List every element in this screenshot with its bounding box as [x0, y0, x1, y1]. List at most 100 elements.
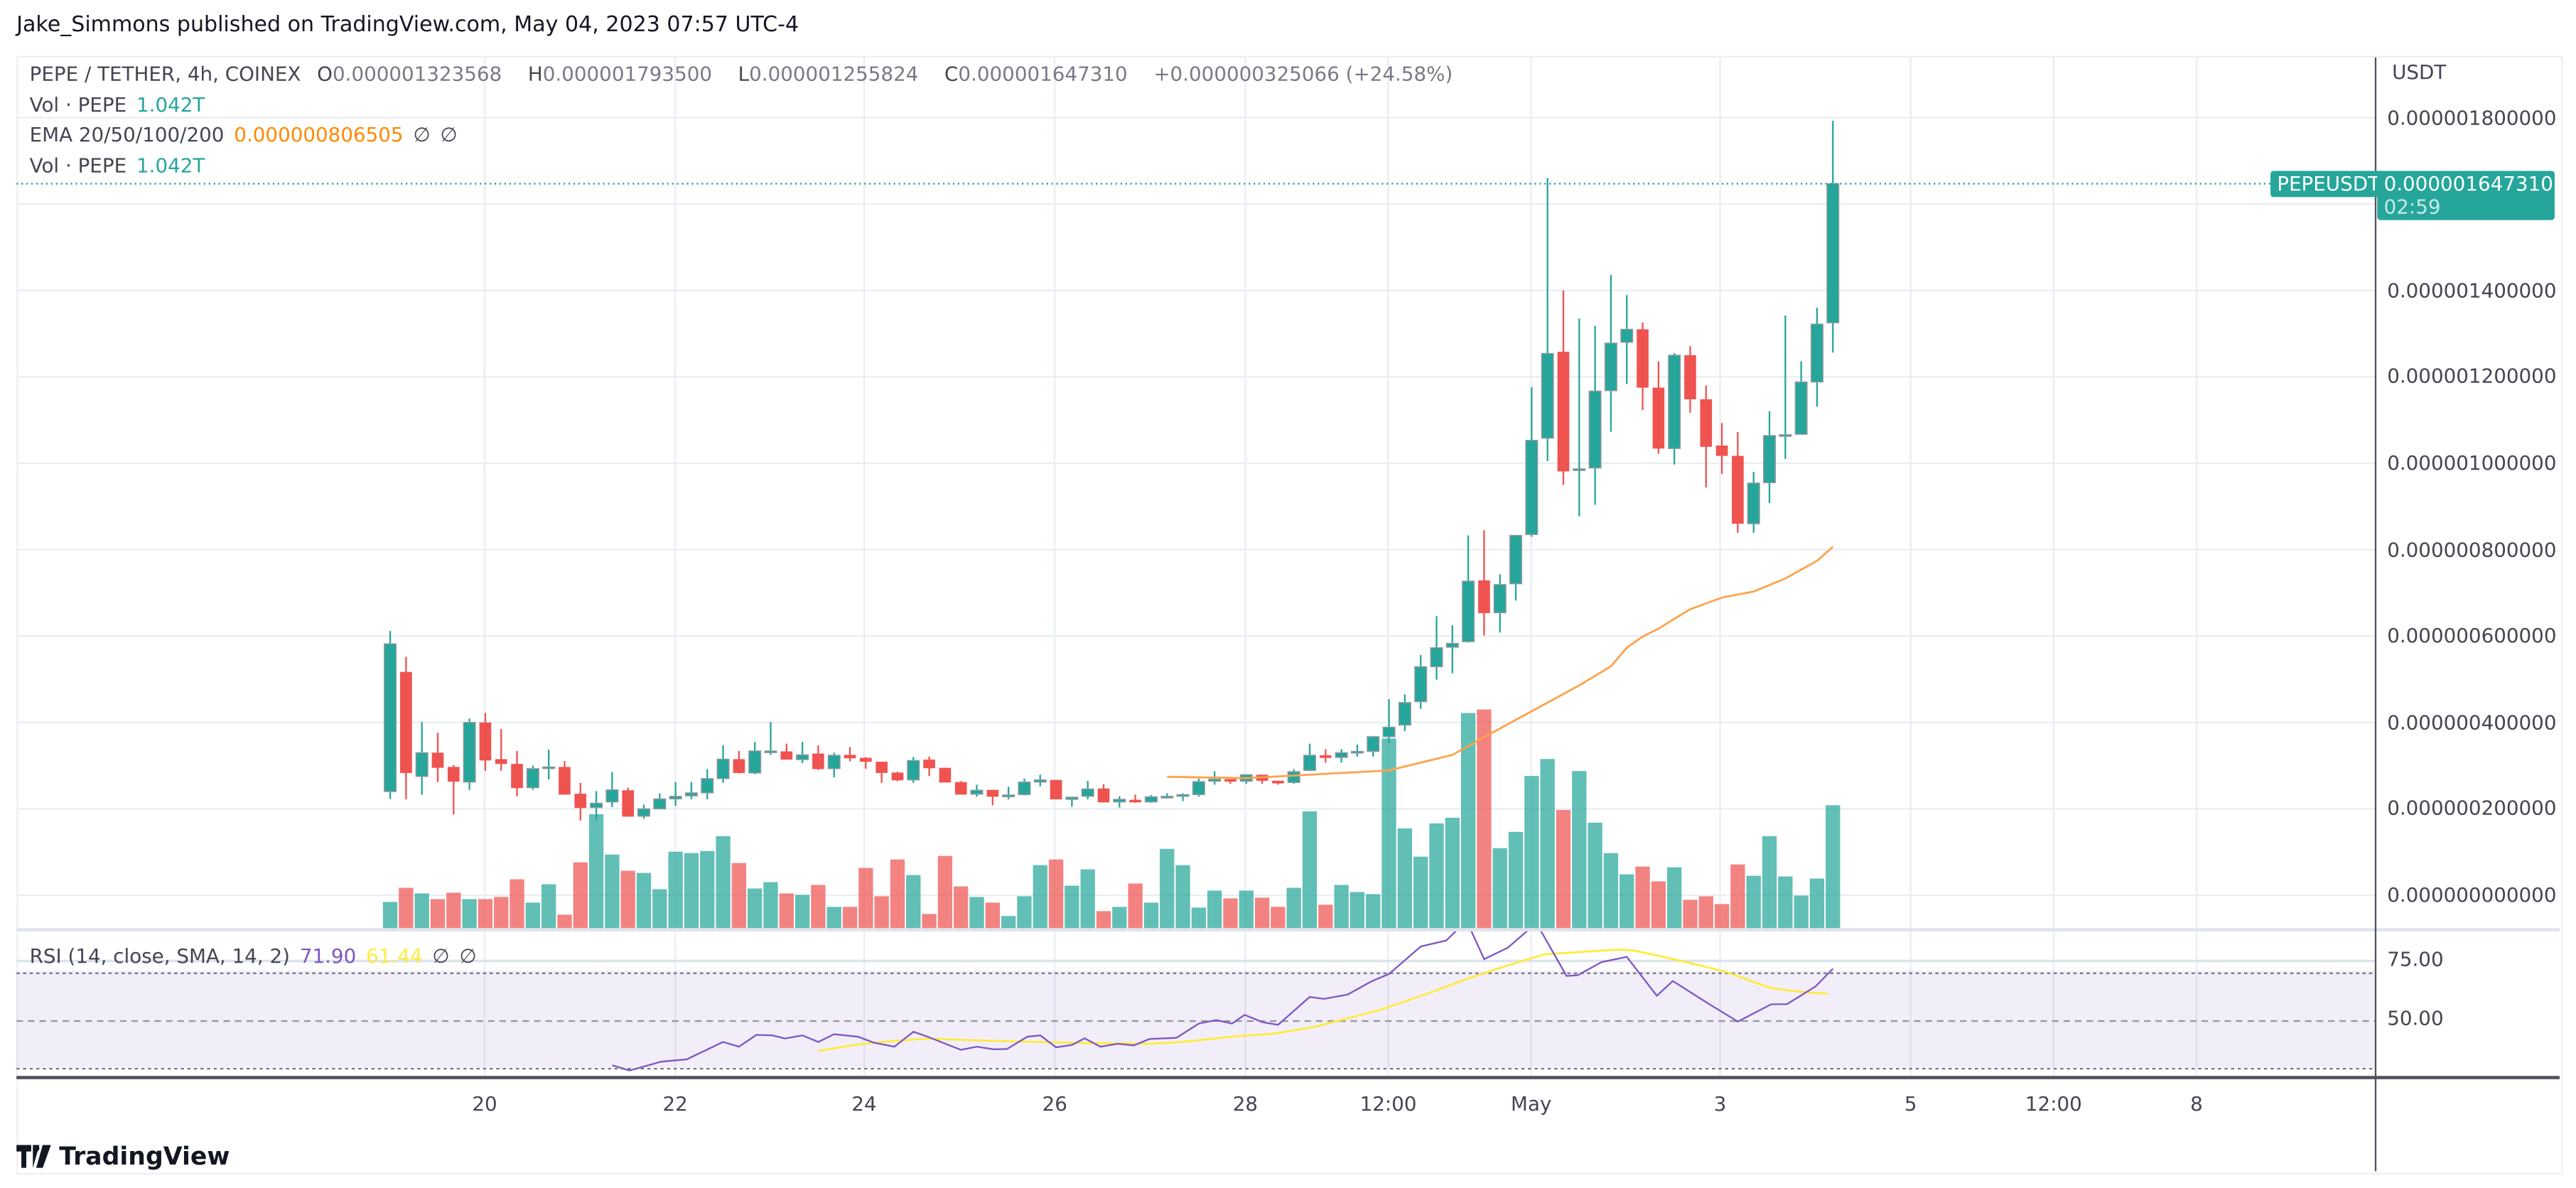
volume-legend-2[interactable]: Vol · PEPE 1.042T [30, 154, 215, 177]
volume-bar [1128, 883, 1143, 929]
candle-body [1224, 779, 1236, 782]
volume-legend[interactable]: Vol · PEPE 1.042T [30, 94, 215, 117]
volume-bar [494, 897, 509, 929]
rsi-legend[interactable]: RSI (14, close, SMA, 14, 2) 71.90 61.44 ∅ ∅ [30, 944, 487, 967]
volume-label: Vol · PEPE [29, 154, 127, 178]
volume-bar [1714, 904, 1730, 929]
candle-body [1113, 799, 1126, 803]
candle-body [1652, 387, 1665, 449]
candle-body [415, 752, 429, 777]
volume-bar [842, 907, 858, 929]
candle-body [1445, 642, 1459, 648]
candle-body [1272, 780, 1284, 784]
candle-body [1557, 352, 1570, 472]
volume-bar [414, 893, 429, 929]
volume-bar [510, 879, 524, 929]
tradingview-logo-icon [16, 1145, 51, 1168]
candle-body [447, 767, 460, 782]
volume-label: Vol · PEPE [29, 93, 127, 117]
volume-bar [1635, 866, 1650, 929]
price-axis-label: 0.000001400000 [2387, 279, 2557, 302]
price-axis-label: 0.000001000000 [2387, 451, 2557, 475]
volume-bars [382, 709, 1841, 929]
volume-bar [382, 902, 398, 929]
candle-body [939, 767, 952, 783]
change-value: +0.000000325066 (+24.58%) [1153, 62, 1453, 86]
tradingview-logo[interactable]: TradingView [16, 1142, 230, 1171]
na-icon: ∅ [413, 123, 431, 146]
volume-bar [636, 873, 652, 929]
volume-bar [446, 892, 461, 929]
candle-body [1287, 771, 1300, 783]
symbol-tag: PEPEUSDT [2270, 171, 2387, 198]
rsi-value: 71.90 [299, 944, 357, 968]
candle-body [733, 759, 745, 773]
volume-bar [573, 862, 588, 929]
time-axis-label: 3 [1713, 1092, 1727, 1116]
candle-body [716, 758, 730, 779]
rsi-line [612, 931, 1834, 1071]
candle-body [954, 782, 967, 795]
volume-bar [763, 882, 778, 929]
candle-body [637, 808, 651, 817]
candle-body [923, 760, 935, 769]
symbol-legend: PEPE / TETHER, 4h, COINEX O0.00000132356… [30, 63, 1463, 85]
candle-body [1573, 468, 1586, 471]
candle-body [400, 671, 412, 773]
volume-bar [1254, 897, 1270, 929]
currency-label[interactable]: USDT [2392, 60, 2447, 84]
candle-body [812, 753, 824, 770]
volume-bar [1556, 809, 1571, 929]
volume-bar [922, 914, 937, 929]
time-axis-label: 8 [2190, 1092, 2203, 1116]
price-axis-label: 0.000000400000 [2387, 711, 2557, 734]
candle-body [605, 789, 619, 803]
candle-body [1350, 750, 1364, 754]
na-icon: ∅ [459, 944, 477, 968]
volume-bar [1366, 894, 1381, 929]
candle-body [1192, 781, 1205, 796]
price-axis-label: 0.000000000000 [2387, 883, 2557, 907]
volume-bar [716, 836, 731, 929]
ema-legend[interactable]: EMA 20/50/100/200 0.000000806505 ∅ ∅ [30, 123, 468, 146]
volume-bar [478, 899, 493, 929]
price-axis-label: 0.000000600000 [2387, 624, 2557, 648]
volume-bar [906, 875, 921, 929]
volume-bar [1445, 817, 1460, 929]
low-value: 0.000001255824 [749, 62, 919, 86]
volume-bar [890, 859, 905, 929]
volume-bar [1809, 878, 1825, 929]
time-axis-label: 5 [1904, 1092, 1917, 1116]
published-caption: Jake_Simmons published on TradingView.co… [16, 13, 799, 38]
candle-body [1176, 794, 1190, 797]
volume-bar [525, 902, 541, 929]
volume-bar [1096, 911, 1111, 929]
candle-body [526, 768, 539, 789]
volume-bar [937, 855, 953, 929]
candle-body [1382, 726, 1396, 738]
volume-bar [605, 854, 620, 929]
volume-bar [1762, 836, 1777, 929]
volume-bar [1048, 859, 1064, 929]
candle-body [1208, 778, 1222, 782]
candle-body [796, 754, 809, 760]
volume-bar [826, 907, 841, 929]
volume-bar [1746, 875, 1761, 929]
volume-bar [1191, 907, 1207, 929]
volume-bar [1397, 828, 1413, 929]
price-axis-label: 0.000001200000 [2387, 365, 2557, 389]
symbol-title[interactable]: PEPE / TETHER, 4h, COINEX [29, 62, 301, 86]
candle-body [1525, 440, 1538, 535]
time-axis-label: 12:00 [1359, 1092, 1417, 1116]
candle-body [1604, 342, 1617, 392]
volume-bar [1349, 892, 1365, 929]
candle-body [1303, 755, 1317, 771]
rsi-label: RSI (14, close, SMA, 14, 2) [29, 944, 290, 968]
low-label: L [738, 62, 750, 86]
candle-body [495, 759, 507, 765]
volume-bar [1080, 869, 1095, 929]
volume-bar [731, 863, 747, 929]
volume-bar [1429, 823, 1444, 929]
